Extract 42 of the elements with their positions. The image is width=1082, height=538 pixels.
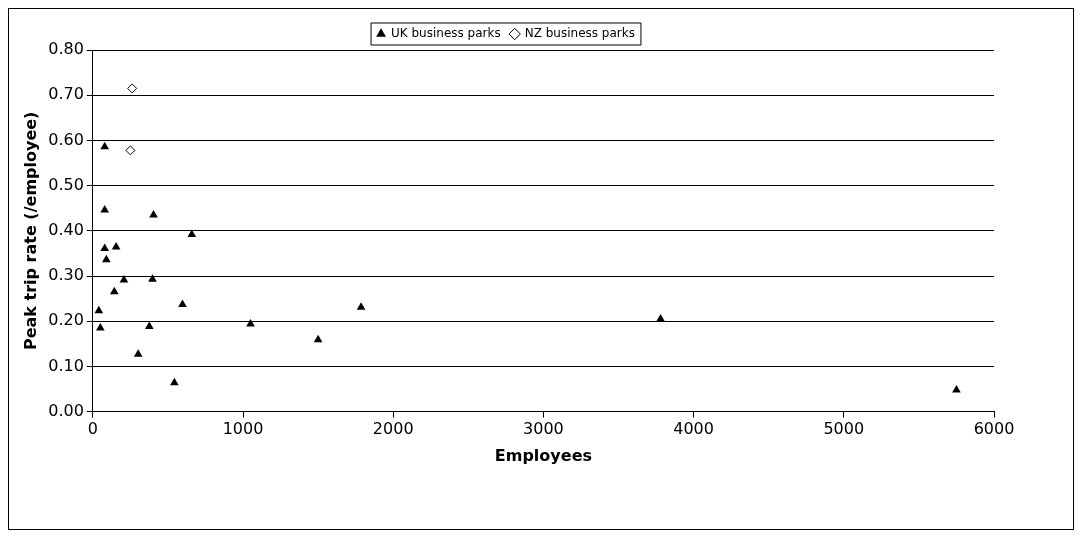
y-tick-label: 0.50: [48, 174, 84, 194]
legend-label: NZ business parks: [524, 26, 635, 41]
point: [952, 384, 961, 393]
y-tick-label: 0.20: [48, 310, 84, 330]
point: [187, 229, 197, 237]
point: [94, 305, 104, 314]
x-tick-label: 2000: [372, 419, 414, 439]
point: [356, 302, 366, 310]
x-tick-label: 3000: [523, 419, 564, 439]
point: [119, 275, 129, 283]
point: [148, 274, 157, 282]
point: [111, 242, 121, 250]
point: [246, 318, 255, 327]
x-tick-label: 6000: [973, 419, 1015, 439]
point: [109, 286, 119, 295]
x-axis-title: Employees: [494, 445, 593, 465]
y-tick-label: 0.70: [48, 84, 84, 104]
point: [100, 141, 110, 150]
point: [170, 377, 179, 386]
y-tick-label: 0.10: [48, 355, 84, 375]
legend-label: UK business parks: [391, 26, 501, 41]
y-axis-title: Peak trip rate (/employee): [20, 111, 40, 351]
point: [100, 243, 110, 251]
x-tick-label: 0: [87, 419, 98, 439]
point: [178, 299, 187, 307]
y-tick-label: 0.60: [48, 129, 84, 149]
x-tick-label: 1000: [222, 419, 264, 439]
point: [100, 205, 110, 213]
point: [125, 145, 136, 156]
point: [144, 321, 154, 330]
point: [149, 209, 158, 218]
point: [102, 254, 111, 263]
point: [133, 349, 143, 357]
y-tick-label: 0.80: [48, 39, 84, 59]
point: [313, 334, 323, 343]
y-tick-label: 0.40: [48, 219, 84, 239]
point: [127, 83, 138, 94]
x-tick-label: 5000: [823, 419, 865, 439]
x-tick-label: 4000: [673, 419, 714, 439]
point: [96, 322, 105, 331]
y-tick-label: 0.30: [48, 265, 84, 285]
y-tick-label: 0.00: [48, 400, 84, 420]
